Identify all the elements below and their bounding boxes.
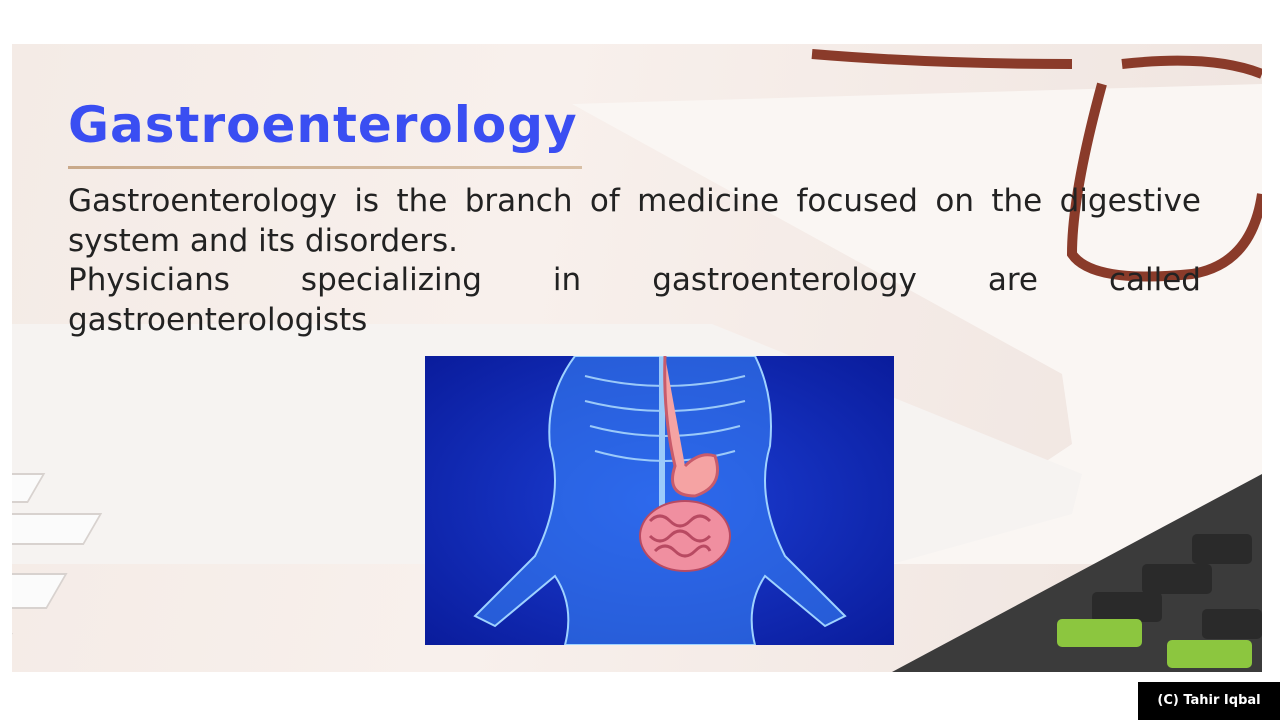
notebook xyxy=(572,84,1262,564)
paragraph: Gastroenterology is the branch of medici… xyxy=(68,183,1201,259)
title-underline xyxy=(68,166,582,169)
paragraph: Physicians specializing in gastroenterol… xyxy=(68,262,1201,338)
glasses xyxy=(811,49,1262,282)
credit: (C) Tahir Iqbal xyxy=(1138,682,1280,720)
slide-body: Gastroenterology is the branch of medici… xyxy=(68,182,1201,340)
slide: Gastroenterology Gastroenterology is the… xyxy=(12,44,1262,672)
calc-green-keys xyxy=(1057,619,1252,668)
anatomy-image xyxy=(425,356,894,645)
calculator xyxy=(892,474,1262,672)
keys xyxy=(12,473,103,669)
slide-title: Gastroenterology xyxy=(68,96,578,154)
calc-keys xyxy=(1092,534,1262,639)
